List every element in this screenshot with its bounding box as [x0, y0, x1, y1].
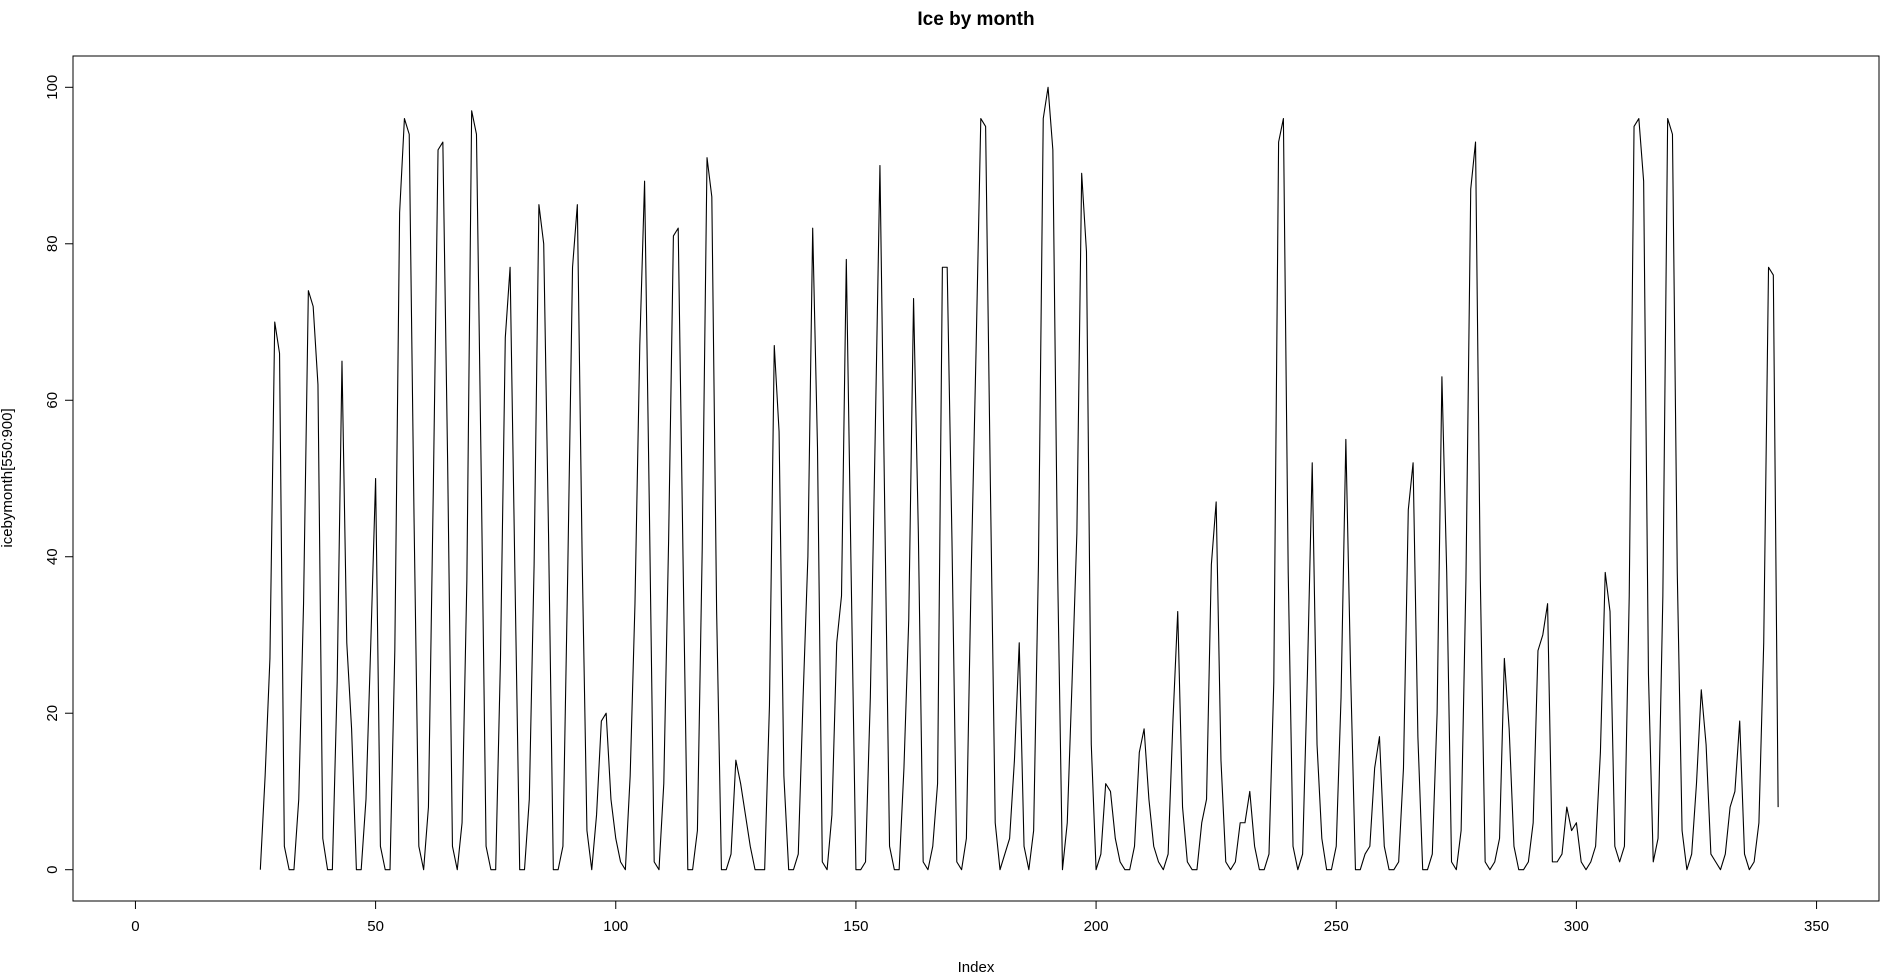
y-tick-label: 100: [44, 75, 61, 100]
x-tick-label: 250: [1324, 918, 1349, 935]
x-tick-label: 50: [367, 918, 384, 935]
x-tick-label: 0: [131, 918, 139, 935]
y-axis-label: icebymonth[550:900]: [0, 408, 16, 547]
y-tick-label: 40: [44, 548, 61, 565]
x-axis-label: Index: [958, 959, 995, 976]
series-layer: [259, 86, 1779, 871]
x-tick-label: 350: [1804, 918, 1829, 935]
y-tick-label: 80: [44, 235, 61, 252]
chart-title: Ice by month: [917, 9, 1034, 30]
y-tick-label: 0: [44, 866, 61, 874]
x-tick-label: 100: [603, 918, 628, 935]
x-tick-label: 150: [843, 918, 868, 935]
x-tick-label: 200: [1084, 918, 1109, 935]
y-tick-label: 20: [44, 705, 61, 722]
x-axis: 0 50 100 150 200 250 300 350: [131, 900, 1829, 935]
y-tick-label: 60: [44, 392, 61, 409]
series-line: [259, 86, 1779, 871]
y-axis: 0 20 40 60 80 100: [44, 75, 74, 874]
x-tick-label: 300: [1564, 918, 1589, 935]
